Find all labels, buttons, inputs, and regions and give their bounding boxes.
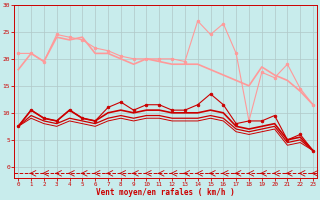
X-axis label: Vent moyen/en rafales ( km/h ): Vent moyen/en rafales ( km/h )	[96, 188, 235, 197]
